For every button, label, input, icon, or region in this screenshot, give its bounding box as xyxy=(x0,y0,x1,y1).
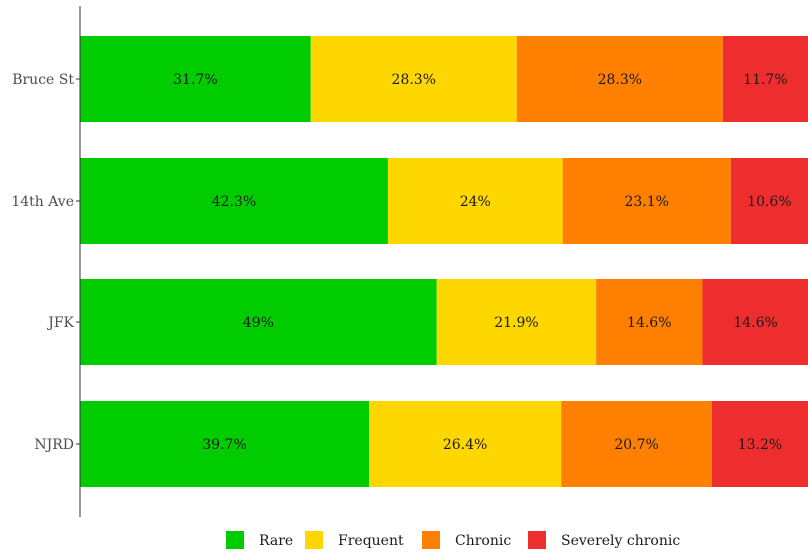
bar-jfk-severely-chronic xyxy=(702,279,808,365)
data-label-njrd-chronic: 20.7% xyxy=(614,437,658,453)
legend-label-frequent: Frequent xyxy=(338,533,404,549)
data-labels-layer: 31.7% 28.3% 28.3% 11.7% 42.3% 24% 23.1% 10.6% 49… xyxy=(173,72,792,453)
bar-14th-ave-rare xyxy=(80,158,388,244)
bar-bruce-st-frequent xyxy=(310,36,517,122)
data-label-jfk-chronic: 14.6% xyxy=(627,315,671,331)
data-label-njrd-severely-chronic: 13.2% xyxy=(738,437,782,453)
bars-layer xyxy=(80,36,808,487)
data-label-jfk-rare: 49% xyxy=(243,315,274,331)
legend-label-rare: Rare xyxy=(259,533,293,549)
data-label-14th-ave-severely-chronic: 10.6% xyxy=(747,194,791,210)
y-tick-label-bruce-st: Bruce St xyxy=(12,72,74,88)
bar-njrd-frequent xyxy=(369,401,562,487)
legend-swatch-rare xyxy=(226,531,244,549)
y-tick-label-njrd: NJRD xyxy=(34,437,74,453)
bar-njrd-rare xyxy=(80,401,370,487)
y-axis: Bruce St 14th Ave JFK NJRD xyxy=(11,6,81,517)
legend-swatch-frequent xyxy=(305,531,323,549)
bar-jfk-frequent xyxy=(436,279,597,365)
legend: Rare Frequent Chronic Severely chronic xyxy=(226,531,680,549)
legend-swatch-severely-chronic xyxy=(528,531,546,549)
data-label-bruce-st-chronic: 28.3% xyxy=(598,72,642,88)
data-label-njrd-rare: 39.7% xyxy=(202,437,246,453)
bar-14th-ave-severely-chronic xyxy=(730,158,808,244)
legend-swatch-chronic xyxy=(422,531,440,549)
bar-bruce-st-rare xyxy=(80,36,311,122)
y-tick-label-14th-ave: 14th Ave xyxy=(11,194,74,210)
data-label-njrd-frequent: 26.4% xyxy=(443,437,487,453)
bar-jfk-rare xyxy=(80,279,437,365)
data-label-bruce-st-rare: 31.7% xyxy=(173,72,217,88)
legend-label-severely-chronic: Severely chronic xyxy=(561,533,680,549)
bar-njrd-chronic xyxy=(561,401,712,487)
data-label-14th-ave-chronic: 23.1% xyxy=(625,194,669,210)
bar-njrd-severely-chronic xyxy=(711,401,808,487)
bar-bruce-st-severely-chronic xyxy=(722,36,808,122)
data-label-14th-ave-frequent: 24% xyxy=(460,194,491,210)
y-tick-label-jfk: JFK xyxy=(46,315,74,331)
data-label-jfk-severely-chronic: 14.6% xyxy=(733,315,777,331)
bar-jfk-chronic xyxy=(596,279,703,365)
bar-14th-ave-frequent xyxy=(387,158,563,244)
data-label-bruce-st-severely-chronic: 11.7% xyxy=(743,72,787,88)
legend-label-chronic: Chronic xyxy=(455,533,511,549)
data-label-jfk-frequent: 21.9% xyxy=(494,315,538,331)
data-label-14th-ave-rare: 42.3% xyxy=(212,194,256,210)
bar-bruce-st-chronic xyxy=(516,36,723,122)
data-label-bruce-st-frequent: 28.3% xyxy=(392,72,436,88)
bar-14th-ave-chronic xyxy=(562,158,731,244)
